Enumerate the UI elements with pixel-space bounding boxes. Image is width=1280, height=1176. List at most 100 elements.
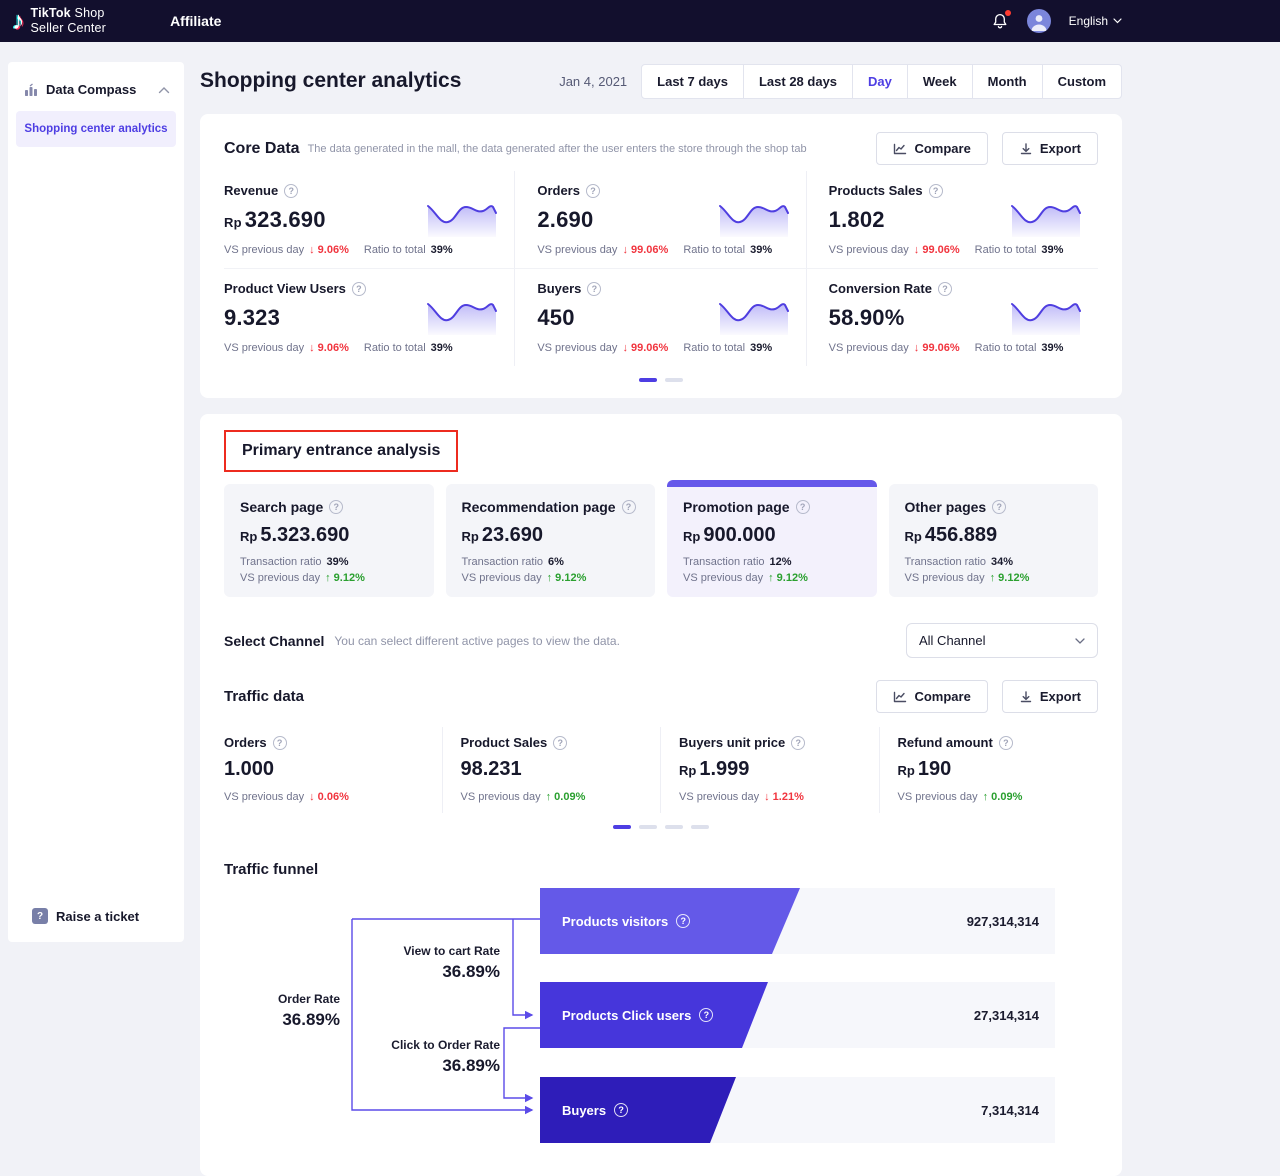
- metric-label: Refund amount: [897, 735, 993, 750]
- help-icon[interactable]: ?: [329, 500, 344, 514]
- metric-stats: VS previous day ↓ 1.21%: [679, 791, 865, 803]
- help-icon[interactable]: ?: [795, 500, 810, 514]
- help-icon[interactable]: ?: [998, 735, 1013, 750]
- primary-entrance-title: Primary entrance analysis: [242, 442, 441, 459]
- transaction-ratio-label: Transaction ratio: [461, 556, 544, 568]
- metric-product-view-users: Product View Users? 9.323 VS previous da…: [224, 269, 516, 366]
- help-icon[interactable]: ?: [621, 500, 636, 514]
- help-icon[interactable]: ?: [676, 914, 690, 928]
- metric-value: 450: [537, 305, 785, 331]
- sparkline-chart: [718, 303, 789, 335]
- up-arrow-icon: ↑: [545, 791, 552, 803]
- entrance-card-promotion-page[interactable]: Promotion page? Rp 900.000 Transaction ra…: [667, 480, 877, 597]
- entrance-number: 900.000: [703, 524, 776, 546]
- metric-value: 2.690: [537, 207, 785, 233]
- traffic-carousel-pagination: [224, 813, 1098, 839]
- red-annotation-box: Primary entrance analysis: [224, 430, 459, 472]
- metric-number: 323.690: [244, 207, 326, 232]
- entrance-value: Rp 23.690: [462, 524, 640, 547]
- language-label: English: [1068, 14, 1108, 28]
- metric-stats: VS previous day ↓ 0.06%: [224, 791, 428, 803]
- metric-value: Rp 1.999: [679, 758, 865, 781]
- vs-change-negative: ↓ 99.06%: [622, 244, 668, 256]
- sidebar-group-data-compass[interactable]: Data Compass: [8, 62, 184, 111]
- funnel-bar[interactable]: Products Click users ?: [540, 982, 768, 1048]
- ratio-label: Ratio to total: [974, 244, 1037, 256]
- nav-item-affiliate[interactable]: Affiliate: [170, 13, 222, 29]
- help-icon[interactable]: ?: [272, 735, 287, 750]
- entrance-stats: Transaction ratio 6% VS previous day ↑ 9.1…: [462, 556, 640, 584]
- help-icon[interactable]: ?: [351, 281, 366, 296]
- metric-label: Orders: [537, 183, 580, 198]
- logo-tiktok: TikTok: [30, 6, 71, 20]
- vs-label: VS previous day: [224, 791, 305, 803]
- currency-prefix: Rp: [897, 763, 915, 778]
- sidebar-item-shopping-center-analytics[interactable]: Shopping center analytics: [16, 111, 176, 147]
- entrance-stats: Transaction ratio 12% VS previous day ↑ 9.…: [683, 556, 861, 584]
- page-dot-4[interactable]: [691, 825, 709, 829]
- vs-value: 99.06%: [631, 244, 669, 256]
- range-last-7-days[interactable]: Last 7 days: [641, 63, 744, 99]
- page-dot-1[interactable]: [613, 825, 631, 829]
- compare-button[interactable]: Compare: [876, 680, 988, 713]
- page-dot-2[interactable]: [639, 825, 657, 829]
- logo-seller-center: Seller Center: [30, 21, 107, 35]
- help-icon[interactable]: ?: [699, 1008, 713, 1022]
- entrance-card-recommendation-page[interactable]: Recommendation page? Rp 23.690 Transactio…: [445, 484, 655, 597]
- metric-conversion-rate: Conversion Rate? 58.90% VS previous day …: [807, 269, 1098, 366]
- range-week[interactable]: Week: [906, 63, 973, 99]
- help-icon[interactable]: ?: [585, 183, 600, 198]
- vs-label: VS previous day: [679, 791, 760, 803]
- main-content: Shopping center analytics Jan 4, 2021 La…: [200, 62, 1122, 1176]
- view-to-cart-rate: View to cart Rate 36.89%: [300, 944, 500, 982]
- compare-label: Compare: [914, 141, 971, 156]
- metric-revenue: Revenue? Rp 323.690 VS previous day ↓ 9.0…: [224, 171, 516, 269]
- down-arrow-icon: ↓: [764, 791, 770, 803]
- help-icon[interactable]: ?: [614, 1103, 628, 1117]
- chevron-down-icon: [1075, 637, 1085, 644]
- entrance-card-other-pages[interactable]: Other pages? Rp 456.889 Transaction ratio…: [888, 484, 1098, 597]
- page-dot-3[interactable]: [665, 825, 683, 829]
- range-month[interactable]: Month: [971, 63, 1043, 99]
- tiktok-logo[interactable]: ♪ TikTok Shop Seller Center: [12, 6, 106, 36]
- export-button[interactable]: Export: [1001, 132, 1098, 165]
- page-dot-2[interactable]: [665, 378, 683, 382]
- vs-label: VS previous day: [537, 244, 618, 256]
- help-icon[interactable]: ?: [284, 183, 299, 198]
- entrance-label: Other pages: [904, 499, 987, 515]
- metric-number: 9.323: [224, 305, 281, 330]
- help-icon[interactable]: ?: [928, 183, 943, 198]
- channel-dropdown-value: All Channel: [919, 633, 986, 648]
- core-data-header: Core Data The data generated in the mall…: [224, 132, 1098, 165]
- language-selector[interactable]: English: [1069, 14, 1122, 28]
- click-to-order-rate: Click to Order Rate 36.89%: [300, 1038, 500, 1076]
- avatar[interactable]: [1026, 9, 1051, 33]
- help-icon[interactable]: ?: [791, 735, 806, 750]
- range-last-28-days[interactable]: Last 28 days: [742, 63, 854, 99]
- help-icon[interactable]: ?: [937, 281, 952, 296]
- raise-ticket-button[interactable]: ? Raise a ticket: [32, 908, 139, 924]
- ratio-value: 39%: [430, 342, 453, 354]
- navbar-right: English: [991, 9, 1122, 33]
- help-icon[interactable]: ?: [553, 735, 568, 750]
- currency-prefix: Rp: [240, 529, 258, 544]
- carousel-pagination: [224, 366, 1098, 392]
- funnel-bar[interactable]: Products visitors ?: [540, 888, 800, 954]
- channel-dropdown[interactable]: All Channel: [906, 623, 1098, 658]
- export-button[interactable]: Export: [1001, 680, 1098, 713]
- help-icon[interactable]: ?: [587, 281, 602, 296]
- currency-prefix: Rp: [904, 529, 922, 544]
- up-arrow-icon: ↑: [768, 572, 774, 584]
- rate-label: View to cart Rate: [403, 944, 500, 958]
- vs-change-positive: ↑ 0.09%: [546, 791, 586, 803]
- notifications-bell-icon[interactable]: [991, 10, 1011, 30]
- page-dot-1[interactable]: [639, 378, 657, 382]
- range-custom[interactable]: Custom: [1041, 63, 1122, 99]
- funnel-row-products-visitors: Products visitors ? 927,314,314: [540, 888, 1055, 954]
- help-icon[interactable]: ?: [992, 500, 1007, 514]
- compare-button[interactable]: Compare: [876, 132, 988, 165]
- metric-stats: VS previous day ↓ 9.06% Ratio to total 3…: [224, 342, 494, 354]
- range-day[interactable]: Day: [852, 63, 908, 99]
- entrance-card-search-page[interactable]: Search page? Rp 5.323.690 Transaction rat…: [224, 484, 434, 597]
- funnel-bar[interactable]: Buyers ?: [540, 1077, 736, 1143]
